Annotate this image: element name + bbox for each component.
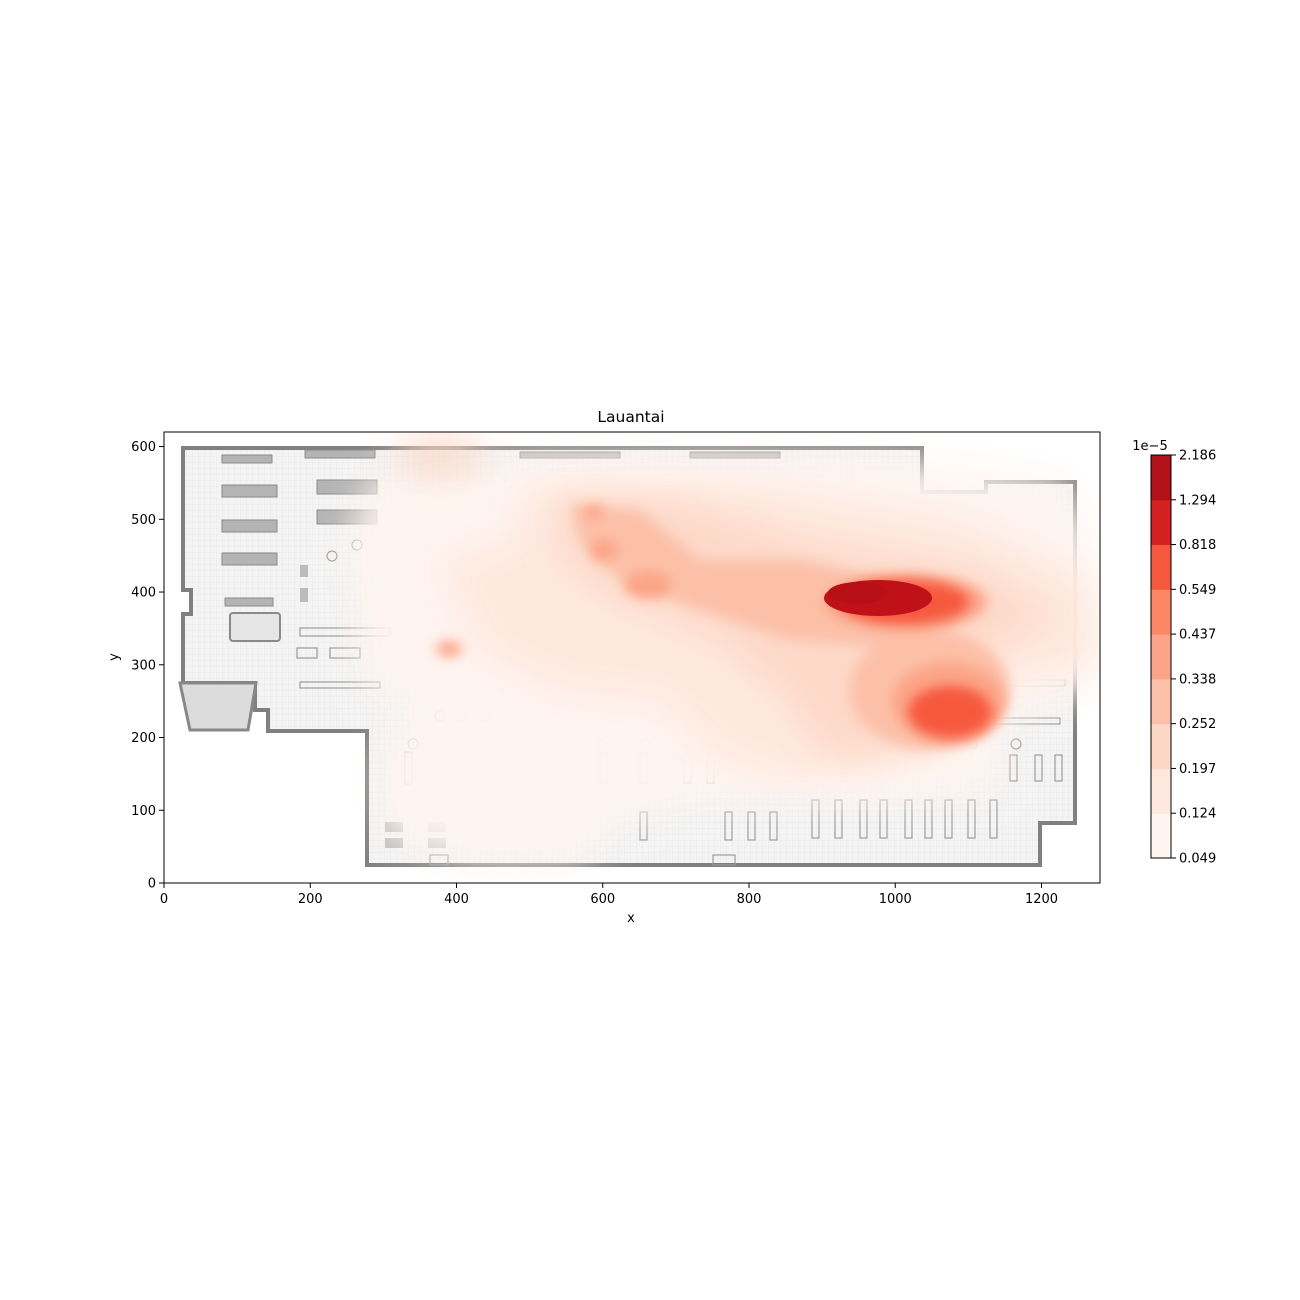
x-tick-label: 600 — [590, 892, 615, 907]
x-tick-label: 800 — [737, 892, 762, 907]
y-axis: 0 100 200 300 400 500 600 — [131, 440, 164, 892]
x-tick-label: 0 — [160, 892, 168, 907]
y-tick-label: 0 — [148, 877, 156, 892]
density-field — [345, 435, 1100, 862]
y-axis-label: y — [107, 653, 122, 661]
y-tick-label: 400 — [131, 586, 156, 601]
plot-frame — [163, 431, 1101, 884]
colorbar-tick-label: 0.252 — [1179, 717, 1216, 732]
colorbar-tick-label: 0.124 — [1179, 807, 1216, 822]
colorbar-tick-label: 0.197 — [1179, 762, 1216, 777]
colorbar-band — [1151, 499, 1171, 546]
x-tick-label: 200 — [298, 892, 323, 907]
plot-area — [164, 432, 1100, 883]
y-tick-label: 600 — [131, 440, 156, 455]
x-tick-label: 1000 — [879, 892, 912, 907]
colorbar-band — [1151, 678, 1171, 725]
colorbar-band — [1151, 589, 1171, 635]
colorbar-tick-label: 1.294 — [1179, 493, 1216, 508]
colorbar-band — [1151, 544, 1171, 590]
colorbar: 0.049 0.124 0.197 0.252 0.338 0.437 0.549 0.818… — [1150, 449, 1216, 867]
x-tick-label: 1200 — [1025, 892, 1058, 907]
x-axis: 0 200 400 600 800 1000 1200 — [160, 883, 1058, 907]
y-tick-label: 100 — [131, 804, 156, 819]
colorbar-tick-label: 0.338 — [1179, 672, 1216, 687]
y-tick-label: 300 — [131, 658, 156, 673]
x-axis-label: x — [627, 911, 635, 926]
chart-title: Lauantai — [597, 408, 664, 426]
colorbar-band — [1151, 723, 1171, 769]
colorbar-tick-label: 0.818 — [1179, 538, 1216, 553]
colorbar-frame — [1150, 454, 1172, 859]
x-tick-label: 400 — [444, 892, 469, 907]
y-tick-label: 500 — [131, 513, 156, 528]
colorbar-band — [1151, 768, 1171, 814]
colorbar-tick-label: 2.186 — [1179, 449, 1216, 464]
colorbar-band — [1151, 813, 1171, 859]
y-tick-label: 200 — [131, 731, 156, 746]
colorbar-tick-label: 0.049 — [1179, 852, 1216, 867]
colorbar-multiplier: 1e−5 — [1132, 439, 1167, 454]
colorbar-band — [1151, 455, 1171, 501]
colorbar-band — [1151, 634, 1171, 680]
colorbar-tick-label: 0.437 — [1179, 628, 1216, 643]
colorbar-tick-label: 0.549 — [1179, 583, 1216, 598]
